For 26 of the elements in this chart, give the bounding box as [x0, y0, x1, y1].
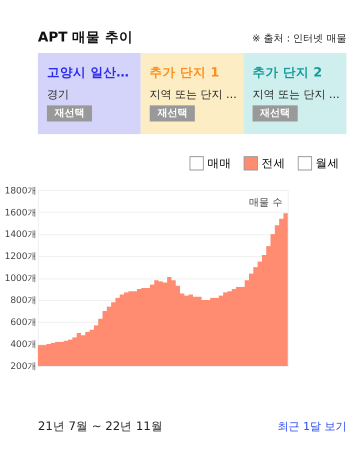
y-tick-label: 1200개 [4, 252, 37, 262]
y-tick-label: 1800개 [4, 186, 37, 196]
legend-label: 월세 [316, 156, 340, 170]
text: 추가 단지 2 [252, 64, 322, 80]
y-tick-label: 1000개 [4, 274, 37, 284]
y-tick-label: 1600개 [4, 208, 37, 218]
text: 추가 단지 1 [150, 64, 220, 80]
y-tick-label: 400개 [10, 340, 37, 350]
y-tick-label: 200개 [10, 362, 37, 372]
text: 고양시 일산… [46, 64, 129, 80]
annotation: 매물 수 [249, 197, 282, 208]
text: 최근 1달 보기 [278, 420, 346, 434]
text: 재선택 [259, 108, 290, 120]
text: 경기 [46, 88, 69, 102]
text: 21년 7월 ~ 22년 11월 [38, 419, 163, 434]
text: 재선택 [53, 108, 84, 120]
text: ※ 출처 : 인터넷 매물 [252, 33, 346, 44]
legend-label: 매매 [207, 156, 232, 170]
y-tick-label: 1400개 [4, 230, 37, 240]
y-tick-label: 600개 [10, 318, 37, 328]
text: 재선택 [156, 108, 188, 120]
legend-label: 전세 [262, 156, 286, 170]
text: 지역 또는 단지 … [150, 88, 237, 102]
y-tick-label: 800개 [10, 296, 37, 306]
chart-title: APT 매물 추이 [38, 29, 133, 46]
text: 지역 또는 단지 … [252, 88, 340, 102]
